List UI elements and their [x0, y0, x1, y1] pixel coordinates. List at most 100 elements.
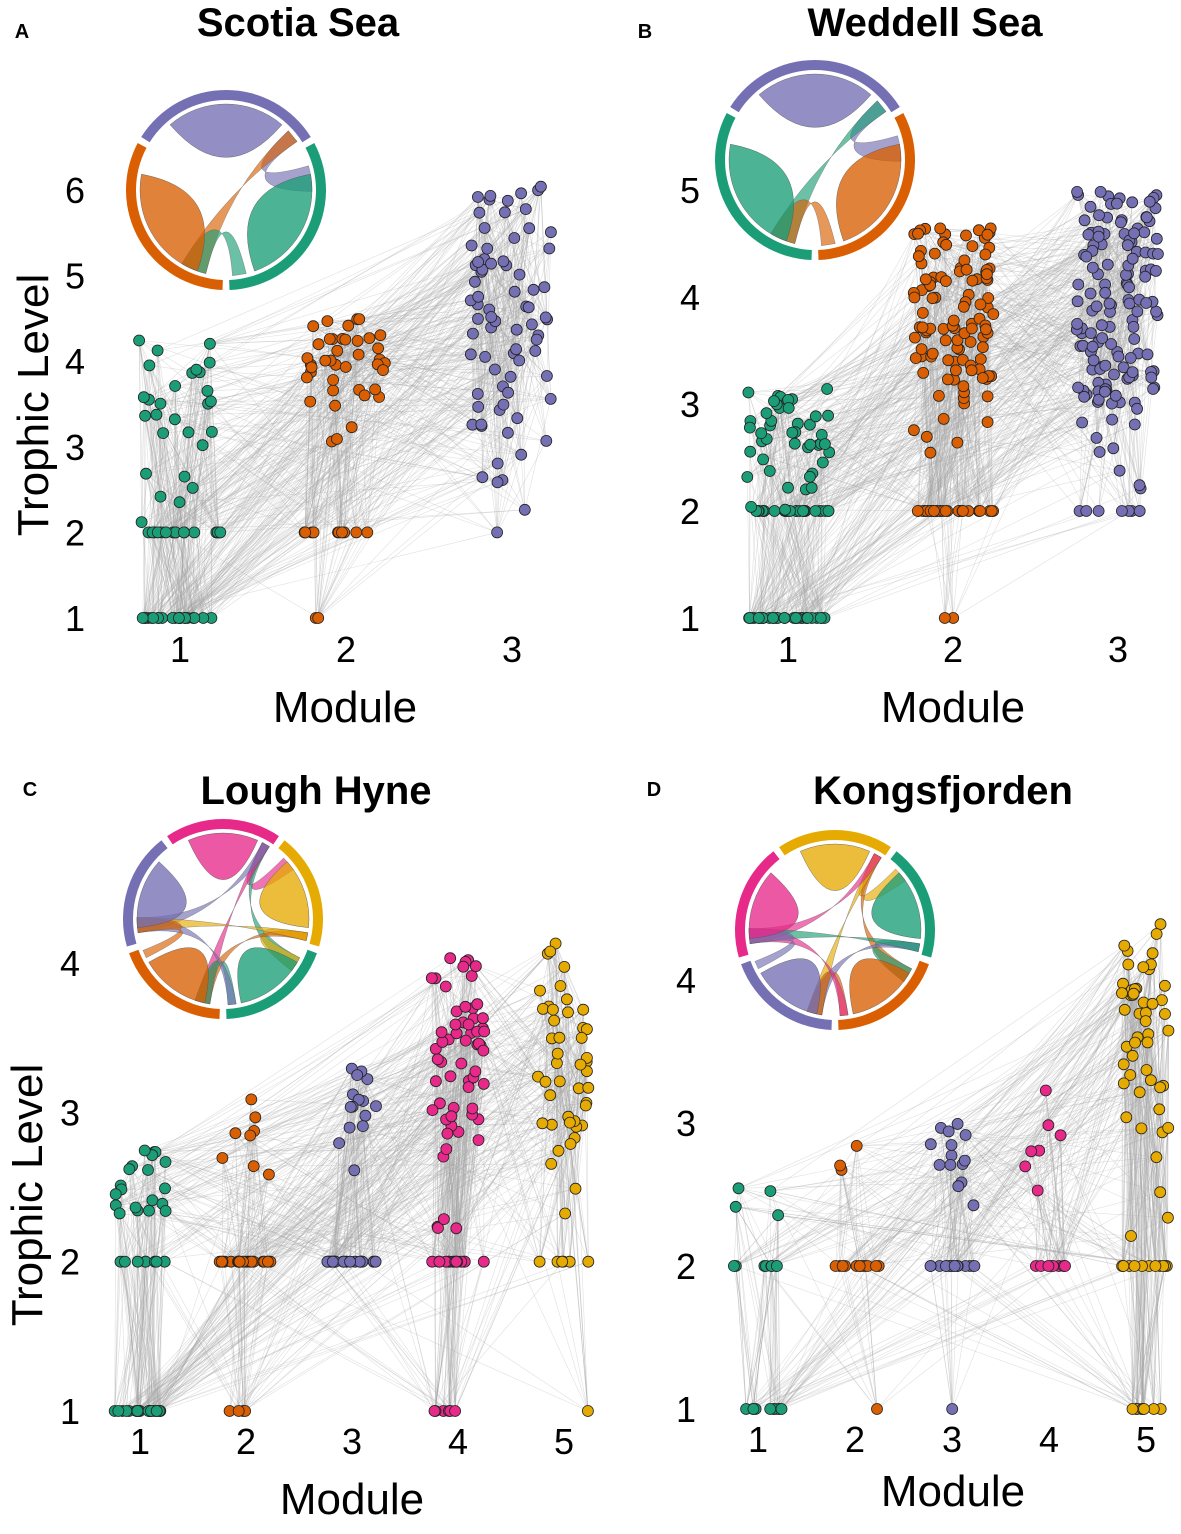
trophic-link [152, 281, 476, 533]
trophic-link [151, 532, 163, 619]
trophic-link [313, 325, 385, 364]
species-node [363, 332, 376, 345]
trophic-link [499, 409, 503, 481]
trophic-link [795, 324, 1103, 619]
x-tick-label: 1 [170, 629, 190, 670]
trophic-link [760, 387, 1155, 619]
trophic-link [484, 248, 550, 358]
trophic-link [795, 320, 954, 433]
species-node [359, 1109, 372, 1122]
trophic-link [237, 1261, 239, 1412]
trophic-link [174, 385, 213, 433]
trophic-link [203, 227, 485, 619]
species-node [1099, 286, 1112, 299]
trophic-link [304, 338, 331, 533]
species-node [1140, 297, 1153, 309]
trophic-link [479, 212, 492, 264]
trophic-link [313, 265, 507, 327]
trophic-link [502, 261, 504, 387]
species-node [1099, 385, 1111, 398]
trophic-link [148, 532, 163, 619]
trophic-link [160, 390, 208, 404]
trophic-link [315, 338, 343, 619]
trophic-link [472, 353, 515, 425]
trophic-link [310, 320, 496, 365]
trophic-link [750, 329, 1077, 422]
trophic-link [926, 436, 980, 512]
trophic-link [147, 390, 334, 619]
species-node [478, 222, 491, 234]
trophic-link [380, 334, 479, 408]
trophic-link [144, 372, 193, 417]
species-node [214, 526, 227, 539]
trophic-link [472, 424, 503, 481]
trophic-link [174, 385, 212, 619]
species-node [942, 373, 954, 386]
trophic-link [342, 338, 498, 533]
trophic-link [188, 432, 503, 481]
trophic-link [216, 339, 346, 533]
trophic-link [149, 365, 155, 533]
species-node [138, 1144, 151, 1157]
species-node [358, 389, 371, 402]
trophic-link [144, 415, 161, 497]
species-node [133, 334, 146, 347]
trophic-link [809, 388, 1106, 478]
trophic-link [925, 332, 954, 619]
species-node [312, 612, 325, 624]
trophic-link [157, 372, 312, 619]
trophic-link [310, 364, 340, 533]
trophic-link [923, 392, 965, 512]
species-node [1080, 250, 1093, 263]
species-node [1121, 239, 1134, 252]
trophic-link [797, 347, 984, 619]
trophic-link [184, 274, 520, 619]
species-node [431, 1053, 444, 1066]
trophic-link [147, 532, 155, 619]
species-node [361, 526, 374, 539]
trophic-link [520, 350, 536, 455]
trophic-link [481, 353, 515, 425]
species-node [1096, 332, 1108, 345]
trophic-link [991, 337, 1103, 512]
trophic-link [178, 426, 352, 619]
trophic-link [345, 271, 482, 368]
trophic-link [196, 369, 509, 393]
species-node [1093, 446, 1106, 458]
trophic-link [318, 343, 385, 364]
trophic-link [331, 360, 520, 442]
species-node [974, 298, 987, 311]
species-node [369, 1255, 382, 1268]
trophic-link [192, 532, 195, 619]
trophic-link [313, 317, 546, 533]
trophic-link [348, 325, 380, 360]
trophic-link [317, 375, 548, 619]
trophic-link [341, 296, 479, 533]
trophic-link [312, 326, 360, 391]
trophic-link [789, 391, 1106, 512]
trophic-link [1128, 424, 1136, 512]
trophic-link [338, 354, 359, 533]
chord-self-ribbon [247, 173, 313, 272]
trophic-link [216, 264, 476, 533]
trophic-link [174, 419, 339, 533]
trophic-link [317, 340, 358, 619]
trophic-link [179, 401, 212, 619]
trophic-link [179, 369, 496, 619]
trophic-link [157, 463, 498, 533]
trophic-link [144, 403, 161, 619]
trophic-link [211, 356, 486, 619]
trophic-link [179, 502, 186, 619]
trophic-link [142, 200, 509, 619]
trophic-link [986, 194, 1157, 271]
trophic-link [786, 443, 822, 512]
trophic-link [311, 339, 333, 533]
trophic-link [145, 432, 189, 474]
trophic-link [196, 369, 522, 455]
species-node [1103, 297, 1116, 310]
species-node [1092, 230, 1105, 243]
trophic-link [758, 323, 1078, 619]
trophic-link [202, 271, 482, 446]
trophic-link [490, 195, 504, 262]
